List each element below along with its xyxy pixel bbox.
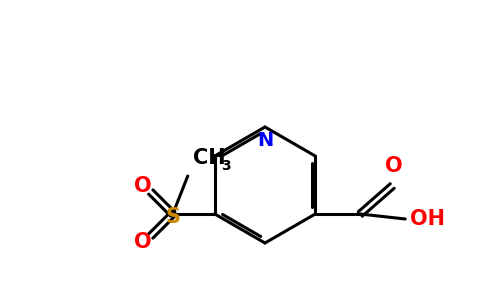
Text: O: O [134, 176, 151, 196]
Text: S: S [165, 207, 180, 227]
Text: OH: OH [410, 209, 445, 229]
Text: CH: CH [193, 148, 226, 168]
Text: 3: 3 [221, 159, 230, 173]
Text: O: O [134, 232, 151, 252]
Text: O: O [385, 156, 403, 176]
Text: N: N [257, 131, 273, 150]
